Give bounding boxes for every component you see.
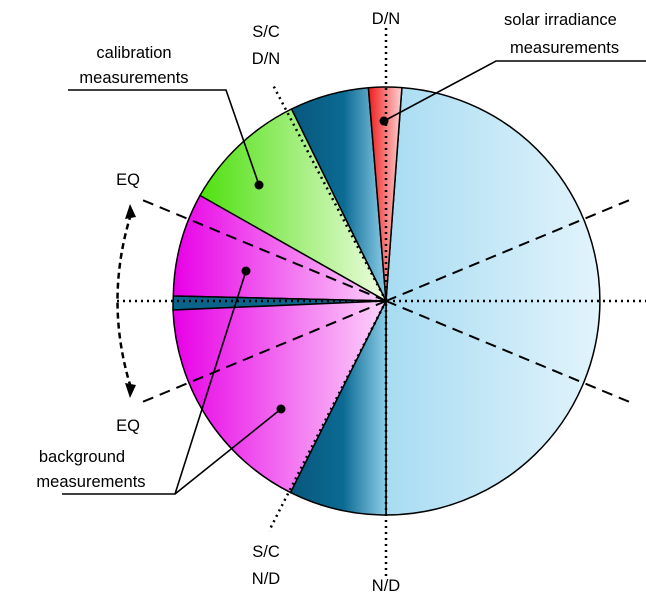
calibration-dot (254, 180, 264, 190)
eq-line-lower-right (385, 300, 633, 404)
calibration-label-line1: calibration (96, 44, 171, 62)
background-sector-upper (172, 194, 387, 302)
solar-leader (383, 60, 646, 122)
sc-axis-bottom (267, 300, 388, 532)
eq-arrowhead-bottom (125, 383, 136, 398)
background-sector-lower (172, 300, 387, 494)
solar-label-line1: solar irradiance (504, 11, 617, 29)
background-label-line1: background (39, 448, 125, 466)
sc-bottom-label-line1: S/C (252, 543, 280, 561)
sc-top-label-line1: S/C (252, 23, 280, 41)
shadow-sector-bottom-dark-blue (289, 300, 387, 516)
night-sector-light-blue (385, 86, 601, 516)
calibration-label-line2: measurements (79, 69, 188, 87)
leader-lines (62, 60, 646, 495)
solar-irradiance-sector (367, 86, 403, 302)
eq-top-label: EQ (116, 171, 140, 189)
sc-axis-top (271, 84, 388, 302)
eq-line-lower-left (139, 300, 387, 404)
solar-label-line2: measurements (510, 39, 619, 57)
eq-bottom-label: EQ (116, 417, 140, 435)
leader-dots (241, 116, 389, 414)
dn-top-label: D/N (372, 10, 400, 28)
sc-top-label-line2: D/N (252, 50, 280, 68)
dashed-eq-lines (139, 198, 633, 404)
calibration-leader (68, 89, 260, 186)
eq-arrowhead-top (125, 204, 136, 219)
eq-line-upper-right (385, 198, 633, 302)
background-leader-lower (174, 408, 282, 495)
background-dot-lower (276, 404, 286, 414)
background-dot-upper (241, 266, 251, 276)
eq-swing-arrow-arc (116, 213, 133, 389)
pie (172, 86, 601, 516)
solar-dot (379, 116, 389, 126)
calibration-sector (199, 108, 387, 302)
sc-bottom-label-line2: N/D (252, 570, 281, 588)
background-label-line2: measurements (36, 473, 145, 491)
eq-line-upper-left (139, 198, 387, 302)
nd-bottom-label: N/D (372, 577, 401, 595)
